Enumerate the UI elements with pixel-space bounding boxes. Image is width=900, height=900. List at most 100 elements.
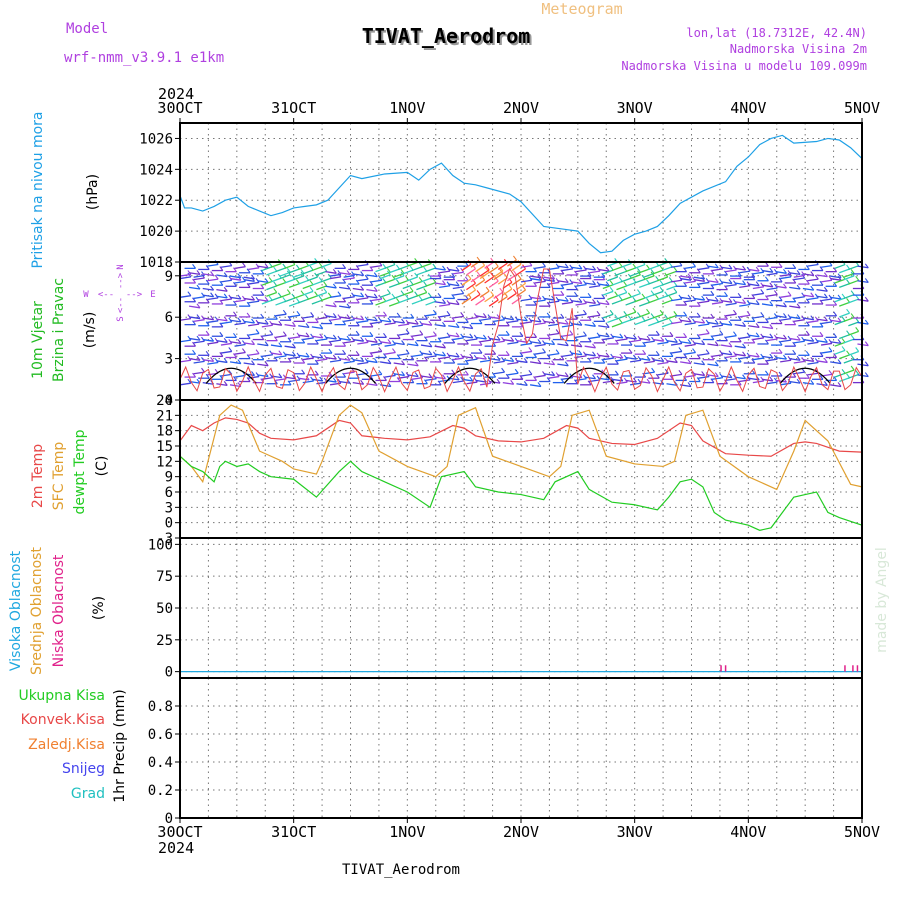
wind-barb	[243, 297, 255, 301]
y-tick-label: 24	[156, 393, 173, 409]
wind-barb-flag	[783, 334, 787, 340]
wind-barb	[648, 265, 659, 271]
wind-barb	[257, 298, 269, 302]
wind-barb-flag	[687, 317, 692, 323]
wind-barb-flag	[255, 329, 260, 334]
wind-barb	[193, 274, 205, 278]
y-tick-label: 25	[156, 633, 173, 649]
wind-barb-flag	[485, 286, 490, 292]
wind-barb-flag	[510, 357, 515, 362]
wind-barb	[289, 379, 301, 383]
wind-barb	[529, 275, 542, 279]
wind-barb-flag	[614, 272, 619, 278]
wind-side-label-1: 10m Vjetar	[30, 301, 46, 379]
wind-barb	[834, 372, 846, 378]
wind-barb	[448, 325, 460, 329]
wind-barb-flag	[841, 293, 846, 299]
wind-barb	[839, 354, 850, 360]
wind-barb-flag	[508, 284, 513, 290]
wind-barb-flag	[219, 299, 224, 305]
wind-barb-flag	[414, 341, 419, 346]
wind-barb	[848, 321, 859, 327]
wind-barb-flag	[446, 310, 451, 316]
wind-barb-flag	[623, 288, 628, 293]
y-tick-label: 1022	[139, 193, 173, 209]
wind-barb	[379, 319, 392, 323]
wind-barb-flag	[455, 352, 460, 358]
y-tick-label: 0.2	[148, 783, 173, 799]
year-top: 2024	[158, 85, 194, 103]
wind-barb-flag	[792, 278, 797, 284]
wind-barb-flag	[219, 352, 224, 357]
wind-barb-flag	[628, 340, 633, 346]
wind-barb-flag	[437, 337, 442, 343]
wind-barb	[379, 271, 391, 277]
wind-barb-flag	[724, 285, 728, 290]
wind-barb	[748, 283, 760, 287]
wind-barb	[420, 344, 432, 348]
wind-barb-flag	[264, 296, 269, 302]
wind-barb-flag	[455, 375, 460, 381]
wind-barb	[270, 375, 282, 379]
wind-barb	[407, 343, 419, 347]
wind-barb	[789, 286, 801, 290]
wind-barb	[575, 335, 587, 338]
wind-barb-flag	[305, 352, 310, 358]
wind-compass: N S --> <--	[116, 264, 126, 321]
wind-barb-flag	[246, 377, 251, 382]
wind-barb	[548, 332, 560, 336]
wind-barb-flag	[659, 265, 664, 271]
dewpt-side-label: dewpt Temp	[72, 429, 88, 514]
wind-barb-flag	[346, 355, 351, 361]
wind-barb	[475, 279, 485, 287]
wind-barb	[684, 299, 696, 303]
wind-barb-flag	[460, 289, 465, 294]
wind-barb	[775, 356, 787, 360]
wind-barb-flag	[659, 287, 664, 292]
y-tick-label: 0	[165, 811, 173, 827]
wind-barb	[657, 341, 669, 345]
wind-barb-flag	[783, 313, 787, 318]
wind-barb	[789, 337, 801, 341]
wind-barb	[529, 319, 542, 323]
wind-barb	[634, 263, 646, 269]
wind-barb-flag	[655, 373, 660, 379]
wind-barb	[680, 361, 692, 365]
y-tick-label: 21	[156, 408, 173, 424]
wind-barb	[548, 353, 560, 356]
wind-barb	[420, 296, 432, 302]
wind-barb	[261, 354, 273, 358]
wind-barb-flag	[864, 372, 869, 377]
wind-barb	[302, 284, 314, 290]
wind-barb	[611, 299, 623, 305]
wind-barb-flag	[669, 331, 674, 337]
wind-barb-flag	[451, 317, 456, 322]
x-tick-label: 1NOV	[389, 99, 425, 117]
wind-barb-flag	[264, 341, 269, 346]
wind-barb-flag	[742, 343, 747, 349]
wind-barb-flag	[796, 270, 801, 275]
wind-barb-flag	[277, 273, 282, 279]
wind-barb-flag	[646, 308, 650, 314]
wind-barb	[748, 268, 760, 272]
wind-barb-flag	[264, 278, 269, 283]
wind-barb-flag	[701, 360, 706, 365]
wind-barb-flag	[467, 274, 472, 280]
wind-barb-flag	[533, 353, 537, 358]
wind-barb-flag	[255, 349, 260, 354]
wind-barb	[839, 377, 850, 383]
wind-barb-flag	[323, 266, 328, 272]
wind-barb	[802, 273, 814, 277]
wind-barb	[725, 355, 737, 359]
wind-barb	[625, 356, 637, 360]
wind-barb	[261, 266, 273, 272]
wind-barb-flag	[373, 337, 378, 343]
wind-barb	[739, 303, 751, 307]
wind-barb	[780, 339, 792, 343]
wind-barb	[516, 383, 528, 387]
wind-barb	[297, 298, 309, 304]
wind-barb-flag	[692, 348, 696, 353]
wind-barb	[229, 296, 241, 300]
wind-barb	[461, 263, 472, 272]
